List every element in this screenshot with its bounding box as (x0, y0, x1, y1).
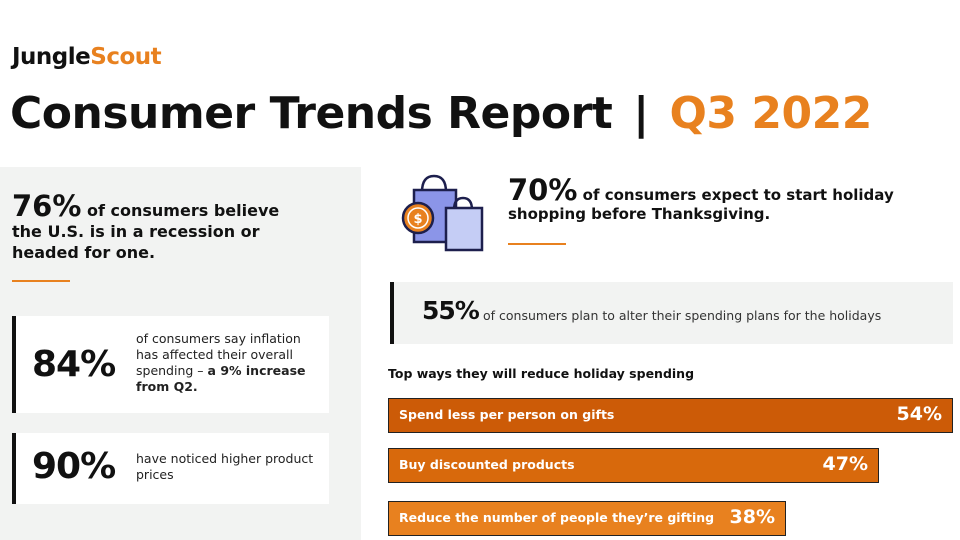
svg-text:$: $ (413, 212, 422, 227)
recession-text: of consumers believe the U.S. is in a re… (12, 201, 280, 262)
prices-card: 90% have noticed higher product prices (12, 433, 329, 504)
inflation-highlight: a 9% increase from Q2. (136, 363, 306, 394)
recession-percent: 76% (12, 189, 82, 223)
shopping-bags-dollar-icon: $ (401, 174, 484, 252)
inflation-description: of consumers say inflation has affected … (136, 331, 326, 395)
title-main: Consumer Trends Report (10, 88, 613, 139)
prices-percent: 90% (32, 446, 116, 487)
report-title: Consumer Trends Report | Q3 2022 (10, 88, 872, 139)
inflation-card: 84% of consumers say inflation has affec… (12, 316, 329, 413)
reduce-bar-gifts: Spend less per person on gifts 54% (388, 398, 953, 433)
prices-text: have noticed higher product prices (136, 451, 314, 482)
alter-plans-text: of consumers plan to alter their spendin… (483, 308, 882, 323)
inflation-percent: 84% (32, 344, 116, 385)
bar-value: 38% (729, 506, 775, 528)
alter-plans-percent: 55% (422, 296, 480, 325)
bar-label: Reduce the number of people they’re gift… (399, 510, 715, 525)
reduce-bar-discounted: Buy discounted products 47% (388, 448, 879, 483)
title-period: Q3 2022 (669, 88, 873, 139)
accent-divider (12, 280, 70, 282)
bar-label: Buy discounted products (399, 457, 575, 472)
logo-word-scout: Scout (90, 44, 162, 70)
reduce-spending-heading: Top ways they will reduce holiday spendi… (388, 366, 695, 381)
title-separator: | (633, 88, 649, 139)
recession-stat: 76% of consumers believe the U.S. is in … (12, 192, 312, 263)
bar-value: 54% (896, 403, 942, 425)
accent-divider (508, 243, 566, 245)
holiday-start-stat: 70% of consumers expect to start holiday… (508, 176, 948, 224)
jungle-scout-logo: JungleScout (12, 44, 162, 70)
bar-label: Spend less per person on gifts (399, 407, 615, 422)
bar-value: 47% (822, 453, 868, 475)
holiday-start-text: of consumers expect to start holiday sho… (508, 186, 894, 223)
logo-word-jungle: Jungle (12, 44, 91, 70)
alter-plans-box: 55% of consumers plan to alter their spe… (390, 282, 953, 344)
inflation-text: of consumers say inflation has affected … (136, 331, 301, 378)
holiday-start-percent: 70% (508, 173, 578, 207)
reduce-bar-people: Reduce the number of people they’re gift… (388, 501, 786, 536)
